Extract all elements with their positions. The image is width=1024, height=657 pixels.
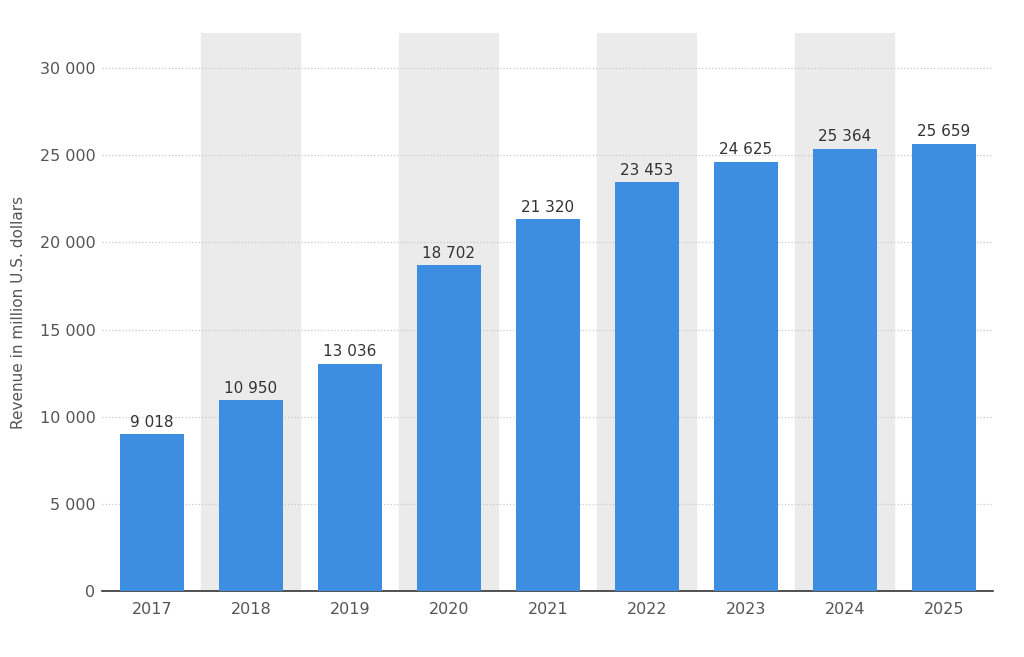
Text: 13 036: 13 036 bbox=[324, 344, 377, 359]
Bar bbox=[202, 33, 300, 591]
Bar bbox=[317, 364, 382, 591]
Bar bbox=[516, 219, 580, 591]
Bar bbox=[796, 33, 894, 591]
Text: 10 950: 10 950 bbox=[224, 381, 278, 396]
Text: 21 320: 21 320 bbox=[521, 200, 574, 215]
Bar bbox=[399, 33, 499, 591]
Text: 18 702: 18 702 bbox=[422, 246, 475, 261]
Bar bbox=[417, 265, 481, 591]
Bar bbox=[614, 182, 679, 591]
Text: 9 018: 9 018 bbox=[130, 415, 174, 430]
Y-axis label: Revenue in million U.S. dollars: Revenue in million U.S. dollars bbox=[10, 196, 26, 428]
Bar bbox=[120, 434, 184, 591]
Text: 23 453: 23 453 bbox=[621, 163, 674, 177]
Text: 24 625: 24 625 bbox=[719, 142, 772, 157]
Bar bbox=[219, 400, 283, 591]
Bar bbox=[597, 33, 696, 591]
Text: 25 364: 25 364 bbox=[818, 129, 871, 145]
Bar bbox=[714, 162, 778, 591]
Bar bbox=[813, 148, 877, 591]
Bar bbox=[911, 143, 976, 591]
Text: 25 659: 25 659 bbox=[918, 124, 971, 139]
